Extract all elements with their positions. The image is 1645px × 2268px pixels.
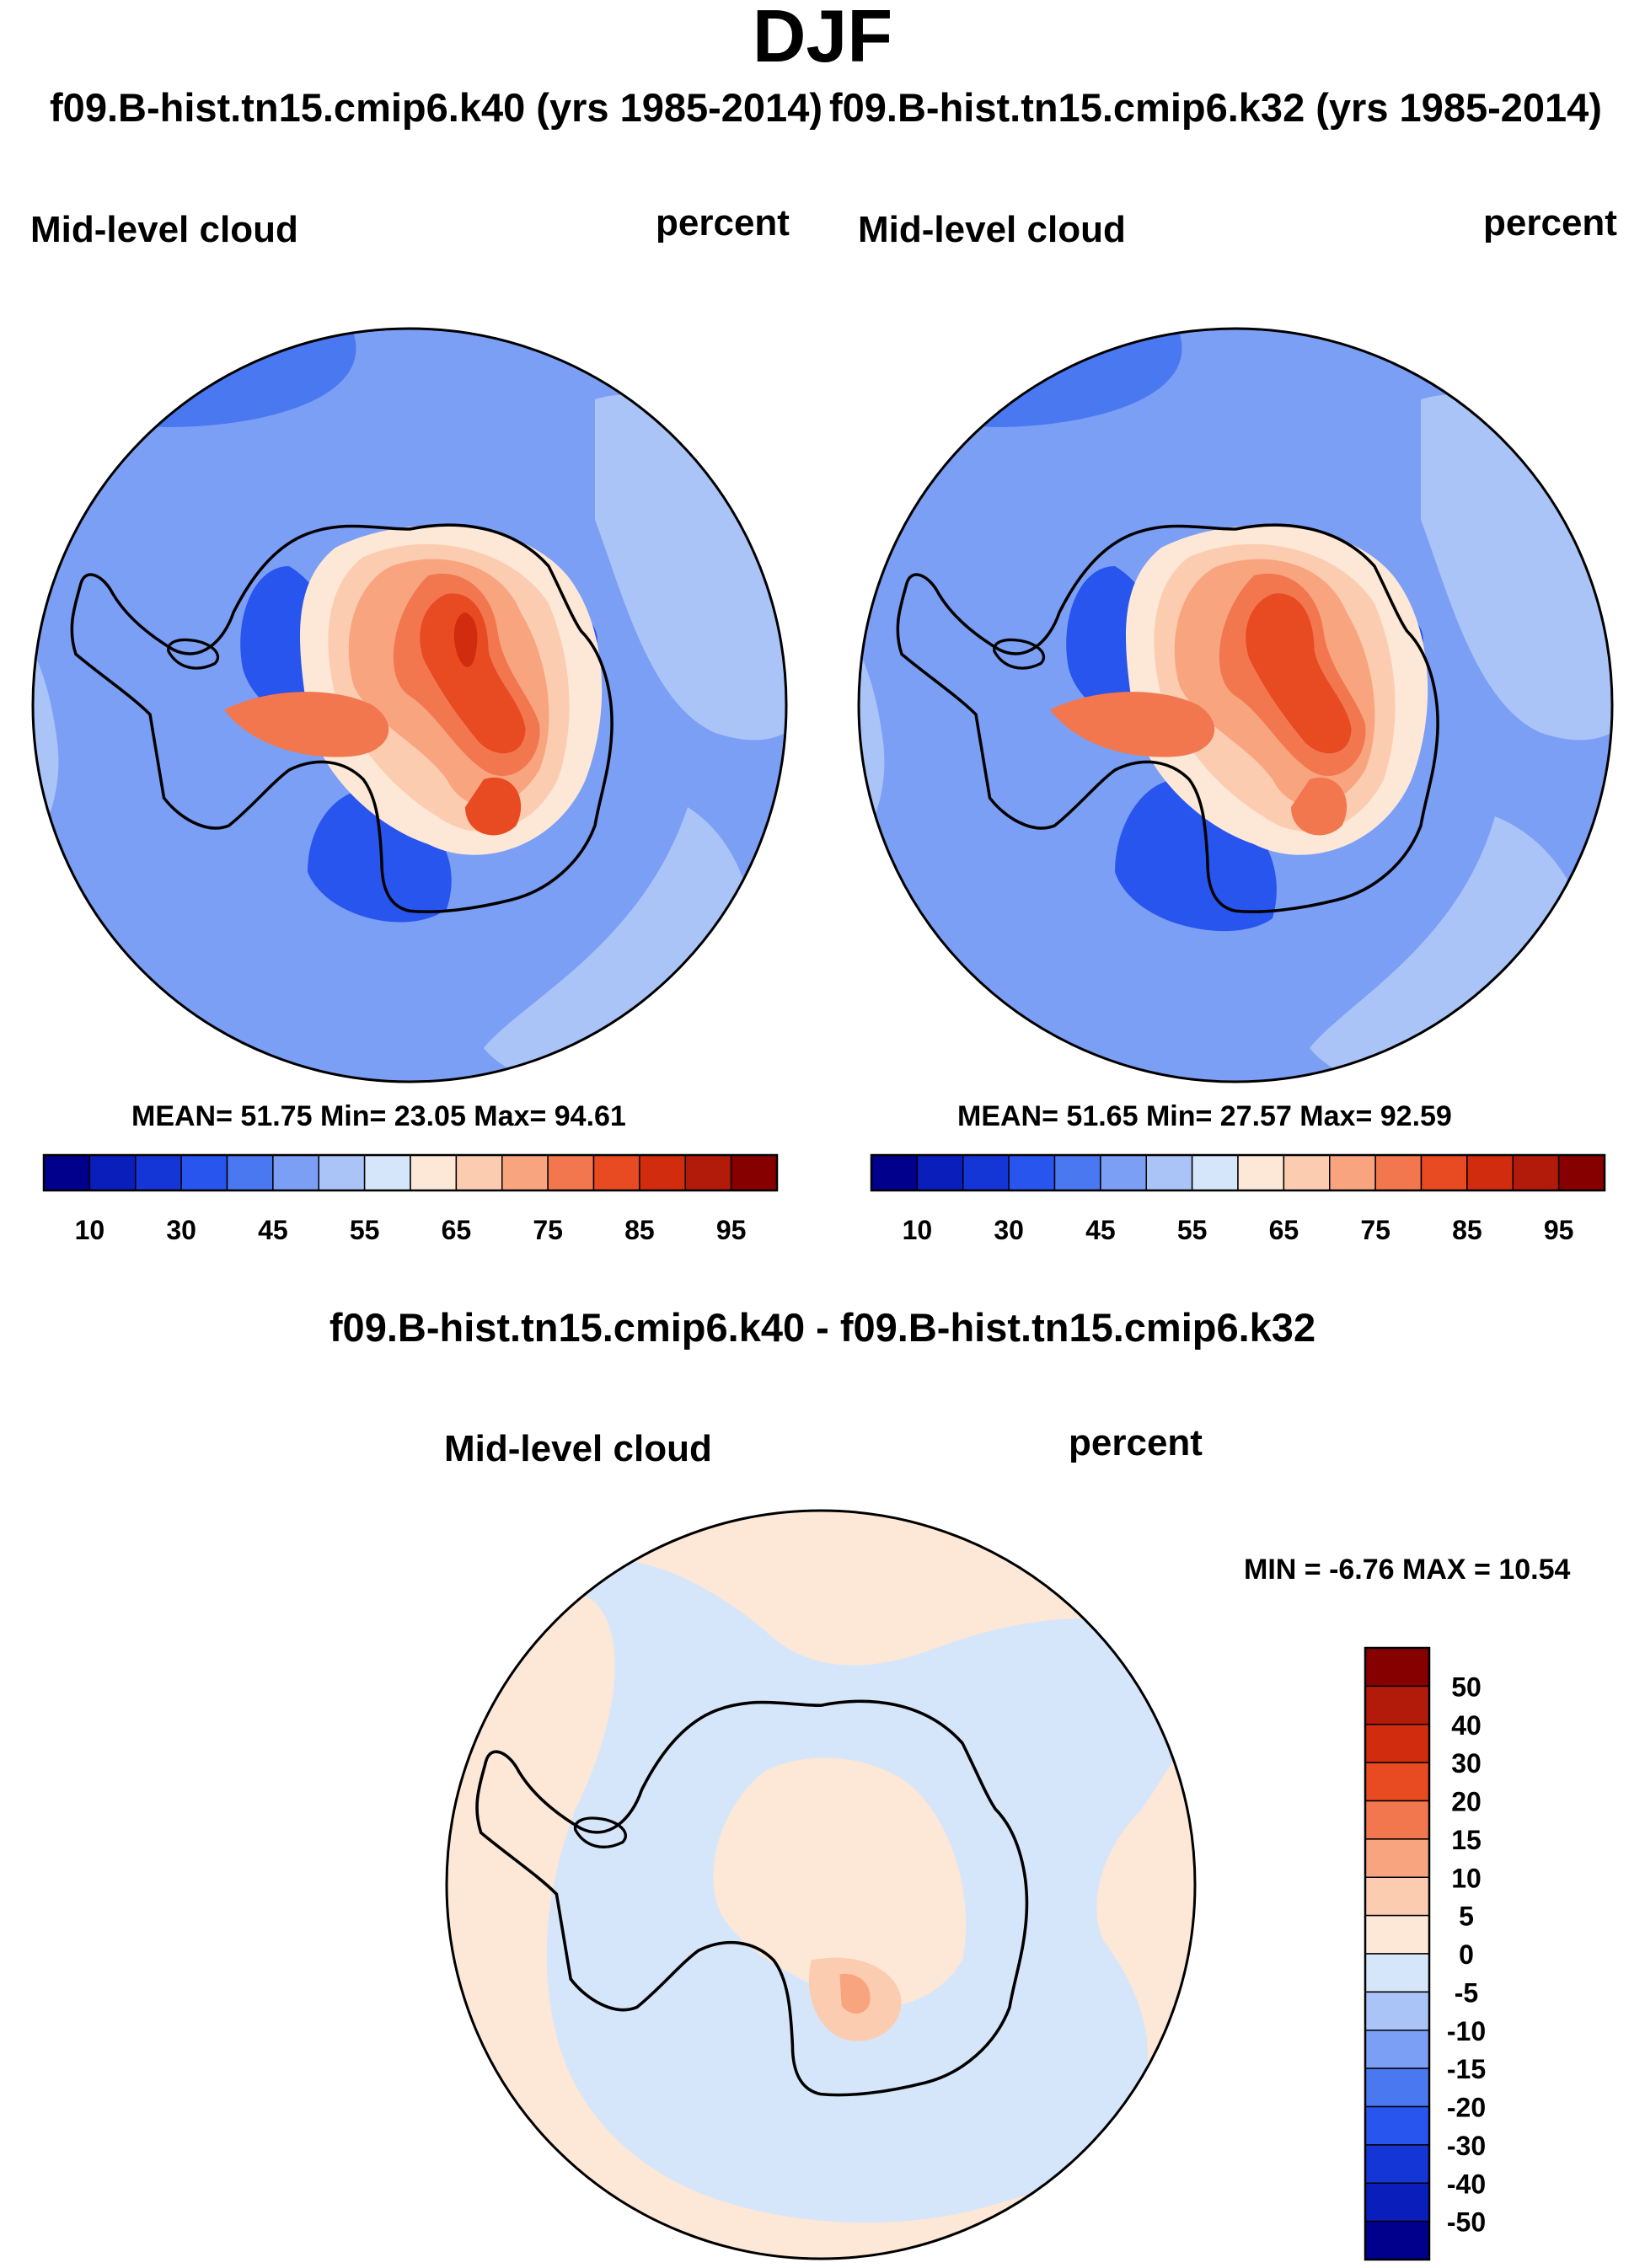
colorbar-swatch xyxy=(1365,1839,1429,1877)
colorbar-tick-label: -20 xyxy=(1447,2093,1486,2123)
colorbar-tick-label: 65 xyxy=(1269,1215,1299,1245)
colorbar-tick-label: -30 xyxy=(1447,2131,1486,2161)
ocean-cloud-pale xyxy=(0,646,35,821)
colorbar-swatch xyxy=(502,1155,548,1190)
colorbar-tick-label: 15 xyxy=(1451,1825,1482,1855)
colorbar-tick-label: 75 xyxy=(533,1215,563,1245)
panel1-colorbar: 10 30 45 55 65 75 85 95 xyxy=(44,1155,777,1245)
colorbar-tick-label: 40 xyxy=(1451,1710,1482,1741)
colorbar-tick-label: -5 xyxy=(1455,1977,1478,2008)
colorbar-tick-label: 95 xyxy=(1544,1215,1574,1245)
colorbar-swatch xyxy=(731,1155,777,1190)
colorbar-swatch xyxy=(1365,1648,1429,1686)
colorbar-tick-label: 0 xyxy=(1459,1939,1474,1970)
colorbar-tick-label: 30 xyxy=(1451,1748,1482,1779)
panel2-map xyxy=(790,260,1645,1150)
colorbar-swatch xyxy=(1513,1155,1558,1190)
colorbar-swatch xyxy=(1365,1686,1429,1724)
colorbar-swatch xyxy=(640,1155,685,1190)
colorbar-tick-label: 75 xyxy=(1360,1215,1390,1245)
colorbar-tick-label: 55 xyxy=(350,1215,380,1245)
colorbar-swatch xyxy=(1146,1155,1192,1190)
colorbar-swatch xyxy=(917,1155,962,1190)
colorbar-tick-label: -15 xyxy=(1447,2054,1486,2084)
colorbar-swatch xyxy=(365,1155,410,1190)
colorbar-tick-label: 45 xyxy=(258,1215,288,1245)
colorbar-swatch xyxy=(1101,1155,1146,1190)
colorbar-swatch xyxy=(594,1155,640,1190)
colorbar-tick-label: 10 xyxy=(1451,1863,1482,1893)
colorbar-swatch xyxy=(1365,1763,1429,1800)
colorbar-swatch xyxy=(1365,2222,1429,2260)
colorbar-swatch xyxy=(1283,1155,1329,1190)
colorbar-tick-label: 20 xyxy=(1451,1787,1482,1817)
panel2-colorbar: 10 30 45 55 65 75 85 95 xyxy=(871,1155,1605,1245)
colorbar-swatch xyxy=(181,1155,227,1190)
colorbar-swatch xyxy=(548,1155,593,1190)
colorbar-tick-label: 10 xyxy=(75,1215,105,1245)
colorbar-tick-label: -10 xyxy=(1447,2016,1486,2046)
colorbar-tick-label: 55 xyxy=(1177,1215,1208,1245)
colorbar-swatch xyxy=(1365,1954,1429,1992)
colorbar-tick-label: 50 xyxy=(1451,1672,1482,1702)
colorbar-swatch xyxy=(1365,1725,1429,1763)
panel3-map xyxy=(367,1431,1273,2268)
colorbar-swatch xyxy=(228,1155,273,1190)
colorbar-swatch xyxy=(1238,1155,1283,1190)
colorbar-swatch xyxy=(44,1155,89,1190)
colorbar-swatch xyxy=(89,1155,135,1190)
colorbar-swatch xyxy=(1365,2145,1429,2183)
colorbar-swatch xyxy=(273,1155,319,1190)
maps-layer: 10 30 45 55 65 75 85 95 10 30 45 55 65 75 85 95 504030… xyxy=(0,0,1645,2268)
colorbar-swatch xyxy=(456,1155,501,1190)
colorbar-tick-label: 85 xyxy=(1452,1215,1482,1245)
colorbar-swatch xyxy=(1330,1155,1375,1190)
colorbar-swatch xyxy=(1192,1155,1238,1190)
colorbar-swatch xyxy=(1365,1916,1429,1954)
colorbar-swatch xyxy=(1559,1155,1605,1190)
panel1-map xyxy=(0,260,855,1150)
colorbar-tick-label: 65 xyxy=(442,1215,472,1245)
colorbar-swatch xyxy=(1365,1992,1429,2030)
colorbar-tick-label: 10 xyxy=(903,1215,933,1245)
colorbar-swatch xyxy=(1365,2030,1429,2068)
colorbar-tick-label: 45 xyxy=(1085,1215,1116,1245)
colorbar-tick-label: 30 xyxy=(166,1215,196,1245)
colorbar-swatch xyxy=(410,1155,456,1190)
colorbar-swatch xyxy=(871,1155,917,1190)
colorbar-swatch xyxy=(1467,1155,1513,1190)
colorbar-swatch xyxy=(1375,1155,1421,1190)
colorbar-swatch xyxy=(1422,1155,1467,1190)
diff-negative-region xyxy=(367,1998,485,2268)
colorbar-swatch xyxy=(963,1155,1009,1190)
colorbar-swatch xyxy=(136,1155,181,1190)
colorbar-tick-label: 95 xyxy=(716,1215,747,1245)
colorbar-swatch xyxy=(1009,1155,1054,1190)
colorbar-tick-label: -50 xyxy=(1447,2207,1486,2238)
colorbar-tick-label: 5 xyxy=(1459,1902,1474,1932)
colorbar-swatch xyxy=(1365,1877,1429,1915)
colorbar-swatch xyxy=(319,1155,364,1190)
colorbar-swatch xyxy=(1365,2068,1429,2106)
colorbar-swatch xyxy=(1365,2107,1429,2145)
colorbar-tick-label: -40 xyxy=(1447,2169,1486,2199)
colorbar-tick-label: 85 xyxy=(624,1215,655,1245)
colorbar-tick-label: 30 xyxy=(994,1215,1024,1245)
ocean-cloud-pale xyxy=(809,646,860,821)
colorbar-swatch xyxy=(685,1155,731,1190)
colorbar-swatch xyxy=(1365,1801,1429,1839)
colorbar-swatch xyxy=(1365,2183,1429,2221)
colorbar-swatch xyxy=(1055,1155,1101,1190)
